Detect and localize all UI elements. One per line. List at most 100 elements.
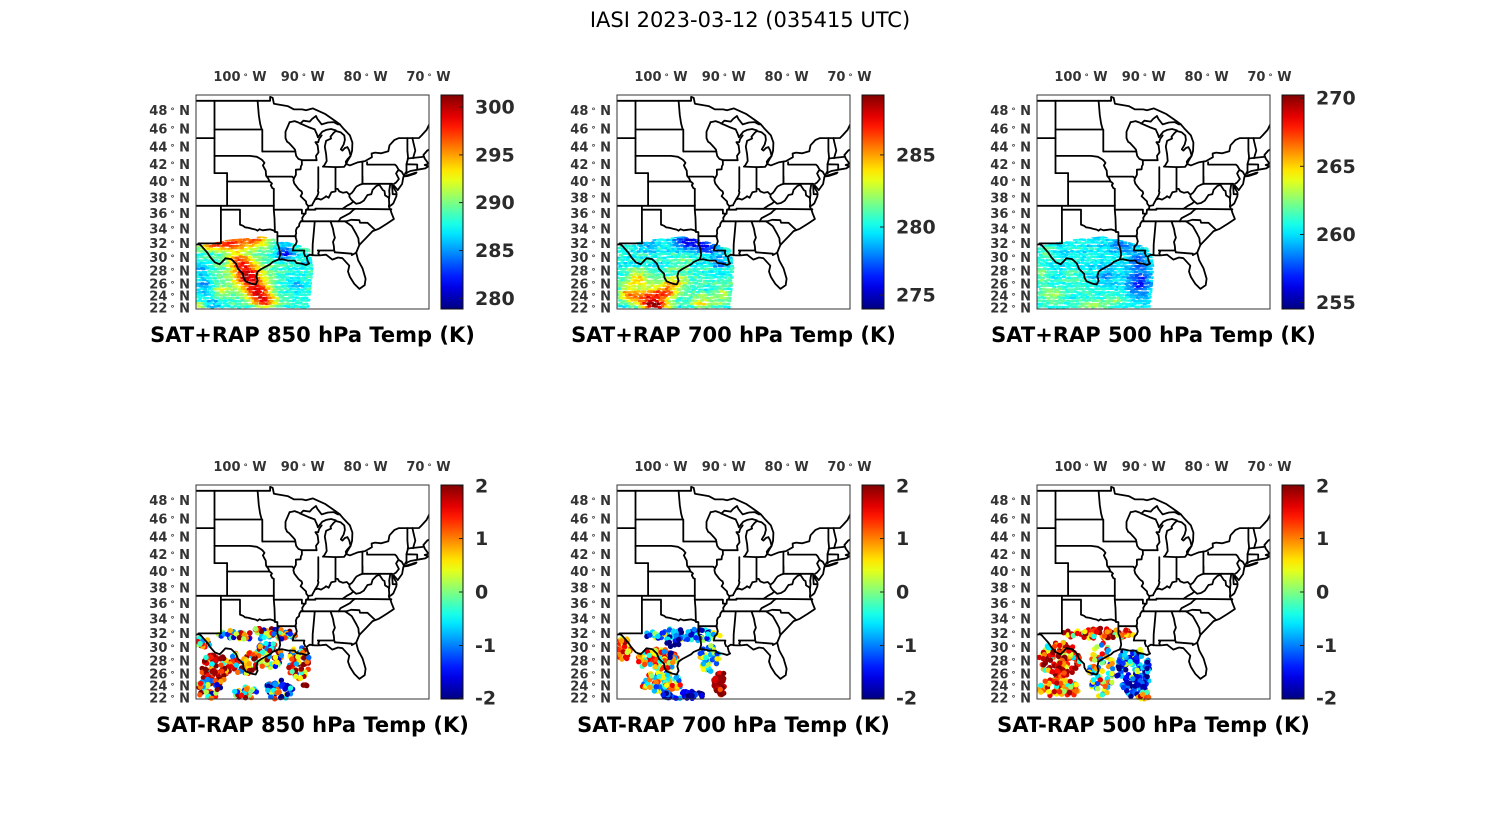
lon-tick-label: 100 ° W [213,460,266,475]
panel-title: SAT-RAP 500 hPa Temp (K) [997,713,1310,737]
lat-tick-label: 30 ° N [149,251,190,266]
lat-tick-label: 48 ° N [990,494,1031,509]
colorbar-tick-label: 295 [475,144,515,166]
axes-frame [616,484,851,700]
lon-tick-label: 90 ° W [1122,460,1166,475]
colorbar-tick-label: 0 [475,582,488,604]
lat-tick-label: 46 ° N [149,512,190,527]
panel-title: SAT+RAP 500 hPa Temp (K) [991,323,1316,347]
lat-tick-label: 40 ° N [990,175,1031,190]
sat-minus-rap-850-plot: 100 ° W 90 ° W 80 ° W 70 ° W 48 ° N 46 ° N 44 … [149,460,496,737]
lat-tick-label: 24 ° N [149,680,190,695]
lat-tick-label: 44 ° N [990,141,1031,156]
scatter-data-layer [617,626,727,701]
lat-tick-label: 22 ° N [570,301,611,316]
lat-tick-label: 22 ° N [990,691,1031,706]
lon-tick-label: 100 ° W [1054,70,1107,85]
lat-tick-label: 42 ° N [570,158,611,173]
colorbar-tick-label: 270 [1316,88,1356,110]
lat-tick-label: 34 ° N [570,612,611,627]
lon-tick-label: 80 ° W [1185,460,1229,475]
lat-tick-label: 34 ° N [570,222,611,237]
lon-tick-label: 70 ° W [406,70,450,85]
axes-frame [616,94,851,310]
lat-tick-label: 24 ° N [990,290,1031,305]
lat-tick-label: 40 ° N [570,175,611,190]
lon-tick-label: 90 ° W [702,460,746,475]
colorbar-tick-label: -2 [896,688,917,710]
lat-tick-label: 32 ° N [990,627,1031,642]
lat-tick-label: 30 ° N [990,251,1031,266]
colorbar [440,94,464,310]
lon-tick-label: 100 ° W [634,460,687,475]
lat-tick-label: 34 ° N [149,222,190,237]
lon-tick-label: 90 ° W [281,70,325,85]
lon-tick-label: 90 ° W [702,70,746,85]
lat-tick-label: 24 ° N [570,680,611,695]
axes-frame [1036,94,1271,310]
lat-tick-label: 46 ° N [570,512,611,527]
map-outline [196,487,447,679]
map-outline [1037,487,1288,679]
lat-tick-label: 28 ° N [990,264,1031,279]
lat-tick-label: 22 ° N [570,691,611,706]
axes-frame [195,94,430,310]
map-outline [617,487,868,679]
lat-tick-label: 48 ° N [570,494,611,509]
colorbar-tick-label: 2 [896,475,909,497]
colorbar-tick-label: 265 [1316,156,1356,178]
lat-tick-label: 26 ° N [570,667,611,682]
colorbar-tick-label: -2 [1316,688,1337,710]
lat-tick-label: 48 ° N [149,104,190,119]
colorbar-tick-label: 2 [475,475,488,497]
lat-tick-label: 34 ° N [990,612,1031,627]
map-outline [1037,97,1288,289]
colorbar-tick-label: 0 [896,582,909,604]
lat-tick-label: 44 ° N [149,531,190,546]
lat-tick-label: 38 ° N [149,191,190,206]
lat-tick-label: 30 ° N [149,641,190,656]
lat-tick-label: 42 ° N [149,158,190,173]
lat-tick-label: 26 ° N [990,667,1031,682]
lat-tick-label: 44 ° N [570,141,611,156]
sat-plus-rap-700-plot: 100 ° W 90 ° W 80 ° W 70 ° W 48 ° N 46 ° N 44 … [570,70,936,347]
lat-tick-label: 48 ° N [570,104,611,119]
lat-tick-label: 46 ° N [990,122,1031,137]
colorbar-tick-label: 285 [475,240,515,262]
colorbar [1281,94,1305,310]
colorbar-tick-label: 275 [896,285,936,307]
lat-tick-label: 22 ° N [149,301,190,316]
lat-tick-label: 46 ° N [990,512,1031,527]
panel-sat-plus-rap-700: 100 ° W 90 ° W 80 ° W 70 ° W 48 ° N 46 ° N 44 … [541,55,961,355]
colorbar-tick-label: -2 [475,688,496,710]
lat-tick-label: 44 ° N [990,531,1031,546]
lat-tick-label: 40 ° N [990,565,1031,580]
colorbar-tick-label: 255 [1316,292,1356,314]
colorbar-tick-label: 1 [896,528,909,550]
panel-sat-minus-rap-500: 100 ° W 90 ° W 80 ° W 70 ° W 48 ° N 46 ° N 44 … [961,445,1381,745]
lon-tick-label: 90 ° W [281,460,325,475]
axes-frame [195,484,430,700]
lon-tick-label: 80 ° W [344,460,388,475]
colorbar-tick-label: 1 [475,528,488,550]
colorbar-tick-label: 280 [896,217,936,239]
map-outline [196,97,447,289]
lat-tick-label: 36 ° N [570,597,611,612]
lon-tick-label: 70 ° W [1247,70,1291,85]
lat-tick-label: 38 ° N [570,581,611,596]
scatter-data-layer [1037,625,1152,702]
lat-tick-label: 42 ° N [990,548,1031,563]
lat-tick-label: 40 ° N [149,175,190,190]
lat-tick-label: 42 ° N [149,548,190,563]
lat-tick-label: 30 ° N [570,641,611,656]
lon-tick-label: 100 ° W [634,70,687,85]
lat-tick-label: 28 ° N [570,264,611,279]
lat-tick-label: 42 ° N [990,158,1031,173]
lat-tick-label: 34 ° N [149,612,190,627]
lat-tick-label: 34 ° N [990,222,1031,237]
lat-tick-label: 40 ° N [570,565,611,580]
panel-sat-plus-rap-500: 100 ° W 90 ° W 80 ° W 70 ° W 48 ° N 46 ° N 44 … [961,55,1381,355]
colorbar-tick-label: 290 [475,192,515,214]
lat-tick-label: 40 ° N [149,565,190,580]
